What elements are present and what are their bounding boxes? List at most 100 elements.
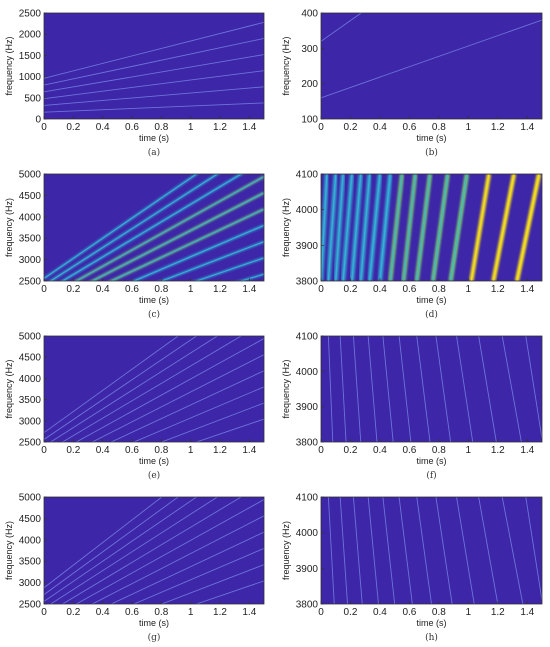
series-line: [382, 336, 394, 442]
panel-b: 0 0.2 0.4 0.6 0.8 1 1.2 1.4 100 200 300 400 time (s)…: [281, 9, 543, 158]
series-line-core: [470, 174, 490, 281]
series-line: [525, 336, 542, 439]
y-tick-label: 3000: [19, 255, 42, 266]
x-axis-label: time (s): [139, 133, 169, 143]
y-tick-label: 3900: [296, 564, 319, 575]
axes-frame: [320, 496, 543, 605]
series-line-core: [416, 174, 431, 281]
x-tick-label: 0.2: [344, 284, 358, 295]
y-tick-label: 4500: [19, 514, 42, 525]
series-group: [327, 336, 542, 442]
y-axis-label: frequency (Hz): [281, 359, 291, 418]
series-line: [49, 336, 219, 442]
series-line-core: [379, 174, 391, 281]
y-axis-label: frequency (Hz): [281, 36, 291, 95]
series-line: [352, 336, 362, 442]
series-line: [44, 102, 264, 113]
y-axis-label: frequency (Hz): [4, 198, 14, 257]
y-tick-label: 200: [301, 79, 318, 90]
x-tick-label: 1.4: [520, 122, 534, 133]
y-tick-label: 4100: [296, 170, 319, 181]
y-tick-label: 500: [24, 93, 41, 104]
series-line-core: [450, 174, 468, 281]
y-tick-label: 3800: [296, 600, 319, 611]
x-axis-label: time (s): [417, 133, 447, 143]
series-line-core: [194, 257, 264, 281]
panel-caption: (g): [148, 632, 161, 643]
series-line: [110, 370, 264, 442]
x-tick-label: 0.2: [344, 607, 358, 618]
series-line: [456, 336, 474, 442]
x-tick-label: 1.4: [242, 607, 256, 618]
y-tick-label: 4100: [296, 493, 319, 504]
x-tick-label: 0.8: [432, 122, 446, 133]
x-tick-label: 0.8: [432, 445, 446, 456]
series-group: [44, 336, 264, 442]
x-tick-label: 1.4: [242, 284, 256, 295]
series-line: [132, 547, 264, 604]
panel-c: 0 0.2 0.4 0.6 0.8 1 1.2 1.4 2500 3000 3500 4000 4500…: [4, 170, 265, 320]
axes-frame: [43, 496, 265, 605]
y-tick-label: 3900: [296, 241, 319, 252]
y-tick-label: 3000: [19, 416, 42, 427]
series-line: [525, 497, 542, 601]
y-axis-label: frequency (Hz): [4, 36, 14, 95]
x-tick-label: 1.2: [491, 607, 505, 618]
panel-caption: (a): [148, 147, 160, 158]
axes-frame: [320, 173, 543, 282]
series-line-core: [335, 174, 344, 281]
series-line-core: [75, 176, 264, 281]
x-axis-label: time (s): [417, 618, 447, 628]
heatmap-background: [321, 497, 542, 604]
series-line: [44, 497, 179, 595]
axes-frame: [43, 12, 265, 120]
y-tick-label: 3500: [19, 557, 42, 568]
x-tick-label: 0.8: [432, 607, 446, 618]
x-tick-label: 0: [318, 607, 324, 618]
x-tick-label: 0: [318, 445, 324, 456]
x-tick-label: 0.4: [96, 122, 110, 133]
y-axis-label: frequency (Hz): [4, 521, 14, 580]
y-tick-label: 5000: [19, 493, 42, 504]
panel-caption: (c): [148, 309, 160, 320]
panel-a: 0 0.2 0.4 0.6 0.8 1 1.2 1.4 0 500 1000 1500 2000 2500…: [4, 9, 265, 158]
heatmap-background: [44, 336, 264, 442]
series-line-core: [109, 208, 264, 281]
x-tick-label: 0.4: [373, 445, 387, 456]
series-line: [61, 497, 243, 604]
y-tick-label: 4000: [296, 367, 319, 378]
series-group: [321, 174, 542, 281]
x-tick-label: 0.6: [402, 284, 416, 295]
series-line: [75, 499, 264, 604]
series-line: [110, 531, 264, 604]
x-tick-label: 0.2: [66, 445, 80, 456]
series-line-core: [61, 174, 243, 281]
series-line-core: [492, 174, 515, 281]
series-line: [44, 54, 264, 93]
y-tick-label: 5000: [19, 332, 42, 343]
panel-caption: (b): [425, 147, 438, 158]
panel-d: 0 0.2 0.4 0.6 0.8 1 1.2 1.4 3800 3900 4000 4100 time…: [281, 170, 543, 320]
series-group: [44, 21, 264, 113]
y-tick-label: 2500: [19, 600, 42, 611]
series-line-core: [49, 174, 219, 281]
y-tick-label: 3500: [19, 234, 42, 245]
panel-f: 0 0.2 0.4 0.6 0.8 1 1.2 1.4 3800 3900 4000 4100 time…: [281, 332, 543, 481]
series-line: [44, 497, 163, 589]
series-line: [398, 497, 413, 604]
series-line: [44, 336, 179, 434]
y-tick-label: 3000: [19, 578, 42, 589]
x-tick-label: 1.2: [213, 284, 227, 295]
x-tick-label: 0.4: [373, 284, 387, 295]
x-tick-label: 1: [188, 445, 194, 456]
heatmap-background: [44, 13, 264, 119]
series-group: [321, 13, 542, 99]
y-axis-label: frequency (Hz): [281, 198, 291, 257]
series-line: [160, 564, 264, 604]
y-tick-label: 4000: [296, 528, 319, 539]
series-line: [327, 336, 334, 442]
x-tick-label: 0.6: [125, 122, 139, 133]
series-line: [44, 497, 198, 602]
y-tick-label: 3900: [296, 402, 319, 413]
